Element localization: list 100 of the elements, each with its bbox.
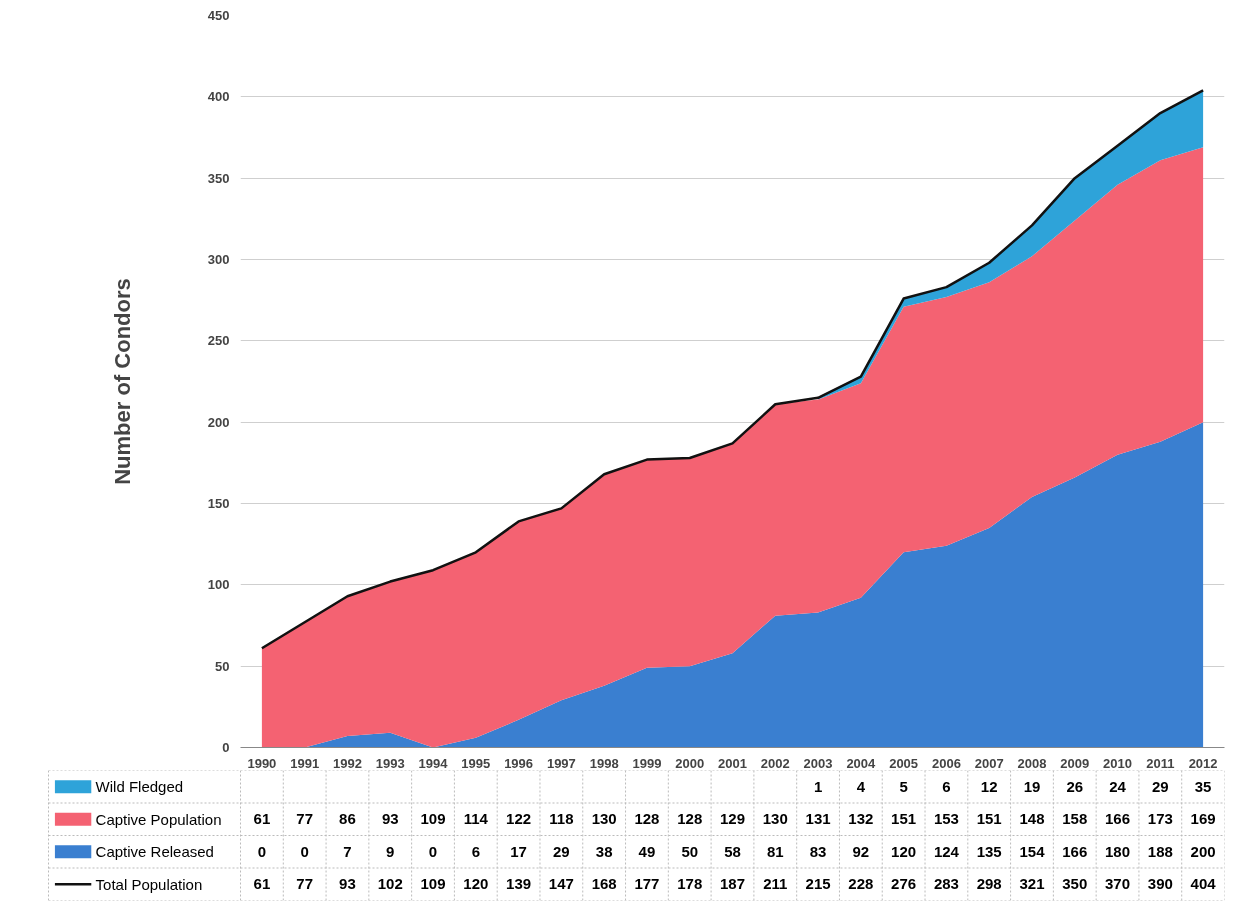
- data-label: 0: [257, 842, 267, 860]
- data-label: 77: [296, 875, 314, 893]
- data-label: 177: [634, 875, 660, 893]
- data-label: 130: [591, 810, 617, 828]
- data-label: 166: [1105, 810, 1131, 828]
- data-label: 93: [339, 875, 356, 893]
- x-tick-label: 1992: [333, 755, 362, 771]
- data-label: 131: [805, 810, 831, 828]
- data-label: 390: [1147, 875, 1173, 893]
- data-label: 35: [1194, 777, 1212, 795]
- data-label: 151: [976, 810, 1002, 828]
- data-label: 102: [377, 875, 403, 893]
- data-label: 114: [463, 810, 489, 828]
- y-tick-label: 300: [207, 252, 230, 267]
- data-label: 187: [719, 875, 746, 893]
- y-tick-label: 400: [207, 89, 230, 105]
- data-label: 321: [1019, 875, 1045, 893]
- legend-label: Captive Released: [95, 843, 214, 861]
- x-tick-label: 2010: [1103, 755, 1133, 771]
- data-label: 168: [591, 875, 617, 893]
- x-tick-label: 2007: [974, 755, 1004, 771]
- line-series: [260, 89, 1205, 650]
- data-label: 26: [1066, 777, 1084, 795]
- data-label: 1: [813, 777, 823, 795]
- data-label: 215: [805, 875, 831, 893]
- data-label: 350: [1062, 875, 1088, 893]
- data-label: 139: [506, 875, 532, 893]
- data-label: 81: [766, 842, 784, 860]
- data-label: 129: [719, 810, 746, 828]
- x-tick-label: 2002: [760, 755, 790, 771]
- data-label: 173: [1147, 810, 1173, 828]
- data-label: 29: [1151, 777, 1169, 795]
- data-label: 124: [933, 842, 960, 860]
- data-label: 211: [763, 875, 788, 893]
- data-label: 130: [762, 810, 788, 828]
- x-tick-label: 2012: [1188, 755, 1218, 771]
- data-label: 276: [891, 875, 917, 893]
- data-label: 6: [942, 777, 951, 795]
- y-axis-title: Number of Condors: [109, 278, 135, 485]
- data-label: 154: [1019, 842, 1046, 860]
- data-label: 148: [1019, 810, 1045, 828]
- x-tick-label: 1993: [375, 755, 405, 771]
- data-label: 58: [724, 842, 741, 860]
- data-label: 135: [976, 842, 1002, 860]
- data-label: 147: [548, 875, 574, 893]
- y-tick-label: 350: [207, 170, 230, 186]
- y-tick-label: 50: [215, 658, 230, 674]
- data-label: 200: [1190, 842, 1216, 860]
- data-label: 132: [848, 810, 874, 828]
- x-tick-label: 2005: [889, 755, 919, 771]
- data-label: 180: [1105, 842, 1131, 860]
- y-tick-label: 200: [207, 414, 230, 430]
- y-tick-label: 450: [207, 8, 230, 23]
- data-label: 109: [420, 810, 446, 828]
- x-tick-label: 1995: [461, 755, 491, 771]
- y-tick-label: 150: [207, 496, 230, 511]
- data-label: 122: [506, 810, 532, 828]
- data-label: 128: [677, 810, 703, 828]
- data-label: 50: [681, 842, 699, 860]
- y-tick-label: 100: [207, 577, 230, 593]
- x-tick-label: 2009: [1060, 755, 1090, 771]
- x-tick-label: 1999: [632, 755, 662, 771]
- data-label: 86: [339, 810, 356, 828]
- data-label: 24: [1109, 777, 1127, 795]
- data-label: 93: [381, 810, 399, 828]
- data-label: 109: [420, 875, 446, 893]
- data-label: 151: [891, 810, 917, 828]
- data-label: 0: [428, 842, 438, 860]
- legend-label: Total Population: [95, 875, 203, 893]
- data-label: 7: [343, 842, 352, 860]
- data-label: 178: [677, 875, 703, 893]
- data-label: 120: [463, 875, 489, 893]
- legend-label: Wild Fledged: [95, 778, 184, 796]
- x-tick-label: 2001: [718, 755, 747, 771]
- data-label: 0: [300, 842, 309, 860]
- data-label: 19: [1023, 777, 1041, 795]
- data-label: 120: [891, 842, 917, 860]
- x-tick-label: 2006: [931, 755, 961, 771]
- data-label: 17: [510, 842, 527, 860]
- data-label: 118: [549, 810, 574, 828]
- x-tick-label: 2004: [846, 755, 877, 771]
- y-tick-label: 250: [207, 333, 230, 349]
- data-label: 49: [638, 842, 656, 860]
- data-label: 29: [553, 842, 570, 860]
- data-label: 298: [976, 875, 1002, 893]
- data-label: 61: [253, 810, 271, 828]
- data-label: 228: [848, 875, 874, 893]
- x-tick-label: 1997: [546, 755, 576, 771]
- data-label: 61: [253, 875, 271, 893]
- data-label: 92: [852, 842, 870, 860]
- x-tick-label: 2008: [1017, 755, 1047, 771]
- data-label: 38: [595, 842, 613, 860]
- x-tick-label: 1996: [504, 755, 534, 771]
- data-label: 158: [1062, 810, 1088, 828]
- data-label: 188: [1147, 842, 1173, 860]
- x-tick-label: 1990: [247, 755, 277, 771]
- data-label: 4: [856, 777, 866, 795]
- x-tick-label: 1998: [589, 755, 619, 771]
- x-tick-label: 1994: [418, 755, 449, 771]
- data-label: 169: [1190, 810, 1216, 828]
